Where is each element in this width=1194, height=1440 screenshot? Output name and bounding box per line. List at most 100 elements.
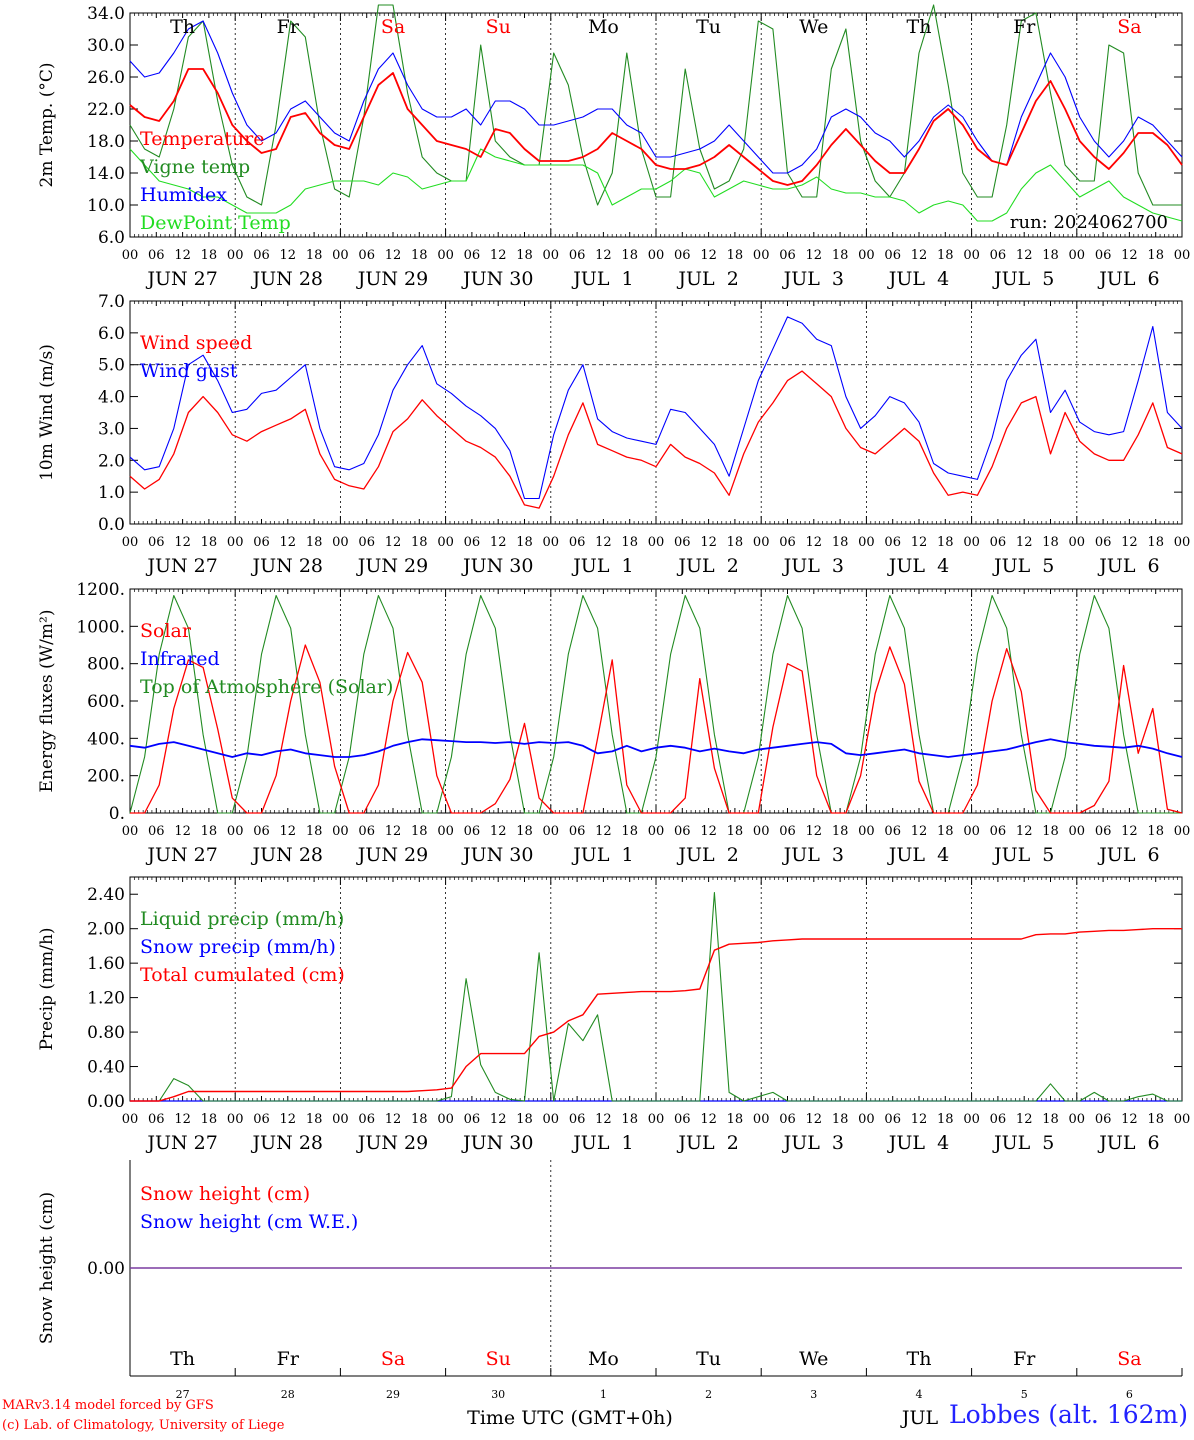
panel-2-hour-label: 12 [1121, 824, 1138, 839]
panel-0-hour-label: 12 [280, 248, 297, 263]
panel-1-date-label: JUL 5 [992, 555, 1054, 577]
panel-3-legend-1: Snow precip (mm/h) [140, 936, 336, 958]
panel-1-legend-0: Wind speed [140, 332, 252, 354]
panel-0-hour-label: 06 [674, 248, 691, 263]
panel-3-date-label: JUN 30 [461, 1132, 533, 1154]
panel-0-date-label: JUN 29 [356, 268, 428, 290]
panel-2-hour-label: 18 [937, 824, 954, 839]
panel-1-hour-label: 18 [621, 535, 638, 550]
panel-0-hour-label: 18 [621, 248, 638, 263]
panel-1-legend-1: Wind gust [140, 360, 238, 382]
panel-0-hour-label: 18 [1042, 248, 1059, 263]
series-0-0-line [129, 68, 1183, 186]
panel-2-hour-label: 12 [911, 824, 928, 839]
panel-1-date-label: JUN 27 [145, 555, 217, 577]
panel-2-ytick-label: 1200. [76, 580, 125, 600]
panel-2-hour-label: 12 [280, 824, 297, 839]
model-credit: MARv3.14 model forced by GFS [2, 1398, 214, 1413]
panel-1-ytick-label: 1.0 [98, 483, 125, 503]
series-1-0-line [129, 370, 1183, 509]
panel-3-hour-label: 00 [753, 1112, 770, 1127]
panel-2-legend-2: Top of Atmosphere (Solar) [140, 676, 393, 698]
panel-0-hour-label: 18 [306, 248, 323, 263]
panel-4-day-name: Th [170, 1348, 195, 1370]
panel-2-hour-label: 18 [727, 824, 744, 839]
panel-3-hour-label: 12 [1121, 1112, 1138, 1127]
panel-3-hour-label: 18 [621, 1112, 638, 1127]
panel-1-ytick-label: 3.0 [98, 419, 125, 439]
panel-1-hour-label: 00 [227, 535, 244, 550]
panel-1-hour-label: 12 [490, 535, 507, 550]
panel-2-hour-label: 00 [1069, 824, 1086, 839]
panel-3-ytick-label: 1.20 [87, 989, 125, 1009]
panel-1-hour-label: 00 [543, 535, 560, 550]
panel-4-day-name: Th [907, 1348, 932, 1370]
panel-0-ytick-label: 34.0 [87, 4, 125, 24]
panel-0-date-label: JUL 3 [782, 268, 844, 290]
panel-1-ylabel: 10m Wind (m/s) [37, 344, 57, 481]
panel-1-ytick-label: 6.0 [98, 324, 125, 344]
panel-2-date-label: JUL 5 [992, 844, 1054, 866]
panel-2-hour-label: 06 [569, 824, 586, 839]
panel-1-hour-label: 00 [122, 535, 139, 550]
panel-3-ytick-label: 0.00 [87, 1092, 125, 1112]
panel-3-hour-label: 12 [806, 1112, 823, 1127]
panel-2-hour-label: 00 [122, 824, 139, 839]
panel-0-hour-label: 00 [1069, 248, 1086, 263]
panel-3-hour-label: 18 [306, 1112, 323, 1127]
panel-0-hour-label: 12 [385, 248, 402, 263]
panel-3-ytick-label: 2.00 [87, 920, 125, 940]
panel-0-hour-label: 00 [858, 248, 875, 263]
panel-1-date-label: JUL 2 [676, 555, 738, 577]
panel-0-hour-label: 00 [648, 248, 665, 263]
series-3-0-line [130, 891, 1182, 1102]
panel-2-date-label: JUL 6 [1097, 844, 1159, 866]
panel-0-ytick-label: 10.0 [87, 196, 125, 216]
panel-0-legend-2: Humidex [140, 184, 227, 206]
panel-1-date-label: JUL 3 [782, 555, 844, 577]
panel-1-hour-label: 06 [779, 535, 796, 550]
panel-4-day-number: 27 [176, 1388, 190, 1401]
panel-0-legend-1: Vigne temp [139, 156, 250, 178]
panel-3-date-label: JUL 1 [571, 1132, 633, 1154]
station-name: Lobbes (alt. 162m) [948, 1400, 1188, 1429]
panel-0-date-label: JUL 6 [1097, 268, 1159, 290]
panel-0-hour-label: 12 [911, 248, 928, 263]
panel-4-day-name: Su [486, 1348, 511, 1370]
panel-1-hour-label: 12 [1016, 535, 1033, 550]
panel-1-date-label: JUL 1 [571, 555, 633, 577]
panel-3-hour-label: 12 [1016, 1112, 1033, 1127]
panel-3-hour-label: 18 [832, 1112, 849, 1127]
panel-2-hour-label: 00 [437, 824, 454, 839]
panel-0-hour-label: 18 [937, 248, 954, 263]
panel-3-hour-label: 12 [490, 1112, 507, 1127]
panel-3-hour-label: 00 [437, 1112, 454, 1127]
day-name-label: Fr [277, 16, 300, 38]
panel-0-hour-label: 06 [464, 248, 481, 263]
panel-0-date-label: JUL 4 [887, 268, 949, 290]
panel-3-hour-label: 18 [1042, 1112, 1059, 1127]
panel-3-hour-label: 12 [595, 1112, 612, 1127]
panel-0-hour-label: 00 [753, 248, 770, 263]
panel-3-date-label: JUN 28 [251, 1132, 323, 1154]
panel-2-date-label: JUL 2 [676, 844, 738, 866]
panel-4-day-name: Sa [381, 1348, 405, 1370]
panel-1-hour-label: 18 [832, 535, 849, 550]
panel-2-hour-label: 12 [595, 824, 612, 839]
panel-2-hour-label: 18 [306, 824, 323, 839]
panel-3-hour-label: 06 [464, 1112, 481, 1127]
panel-3-ytick-label: 0.40 [87, 1058, 125, 1078]
panel-0-hour-label: 18 [1147, 248, 1164, 263]
lab-credit: (c) Lab. of Climatology, University of L… [2, 1418, 285, 1433]
panel-0-ytick-label: 14.0 [87, 164, 125, 184]
panel-3-date-label: JUN 29 [356, 1132, 428, 1154]
panel-1-hour-label: 06 [990, 535, 1007, 550]
panel-0-hour-label: 12 [174, 248, 191, 263]
panel-0-hour-label: 06 [990, 248, 1007, 263]
panel-1-hour-label: 00 [332, 535, 349, 550]
panel-1-hour-label: 06 [884, 535, 901, 550]
panel-2-hour-label: 18 [621, 824, 638, 839]
panel-4-day-number: 30 [491, 1388, 505, 1401]
panel-0-hour-label: 12 [490, 248, 507, 263]
